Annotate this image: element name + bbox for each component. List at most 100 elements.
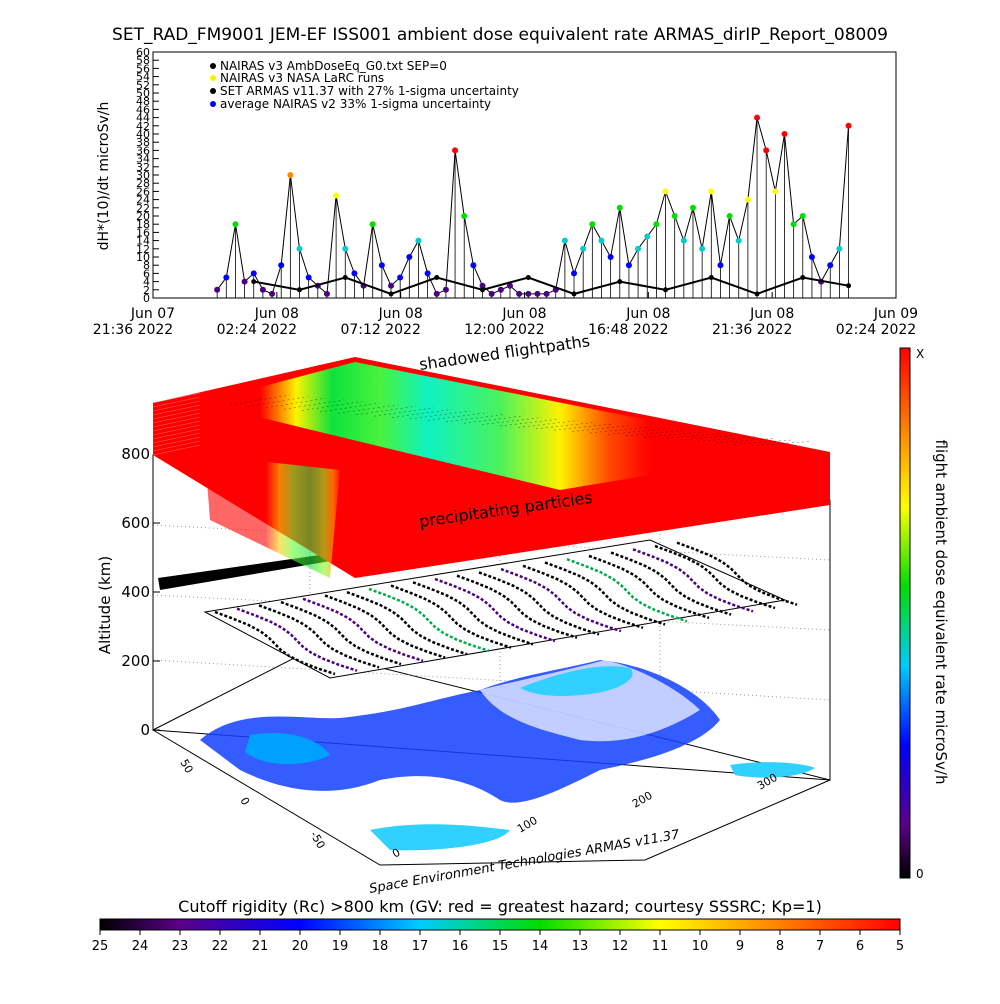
slab-edge-line <box>152 396 201 408</box>
slab-track-line <box>643 431 705 438</box>
slab-track-line <box>553 423 615 431</box>
armas-point <box>378 262 385 269</box>
bottom-colorbar-ticks: 25 24 23 22 21 20 19 18 17 16 15 14 13 12 11 10 9 8 7 6 5 <box>92 930 904 954</box>
nairas-point <box>251 279 257 285</box>
armas-point <box>525 290 532 297</box>
orbit-pass <box>588 554 710 620</box>
armas-point <box>397 274 404 281</box>
right-colorbar-top-label: X <box>916 347 924 361</box>
armas-point <box>781 131 788 137</box>
bottom-colorbar-tick-label: 9 <box>736 939 744 954</box>
armas-point <box>488 290 495 297</box>
y-tick-label: 24 <box>136 194 150 207</box>
x-tick-label-date: Jun 08 <box>501 306 546 322</box>
armas-point <box>424 270 431 277</box>
orbit-pass <box>500 567 622 633</box>
x-tick-label-time: 21:36 2022 <box>712 322 792 338</box>
y-tick-label: 18 <box>136 218 150 231</box>
altitude-tick-label: 800 <box>121 445 150 463</box>
bottom-colorbar-title: Cutoff rigidity (Rc) >800 km (GV: red = … <box>178 897 822 916</box>
nairas-point <box>388 291 394 297</box>
orbit-pass <box>214 610 336 676</box>
bottom-colorbar-tick-label: 5 <box>896 939 904 954</box>
y-tick-label: 30 <box>136 169 150 182</box>
slab-track-line <box>751 441 813 446</box>
orbit-pass <box>676 541 798 606</box>
slab-track-line <box>499 418 561 427</box>
nairas-point <box>708 275 714 280</box>
legend-entry-2: NAIRAS v3 NASA LaRC runs <box>220 71 384 85</box>
slab-track-line <box>391 409 453 418</box>
altitude-tick-label: 0 <box>140 721 150 739</box>
armas-point <box>461 213 468 219</box>
nairas-point <box>480 287 486 293</box>
top-plot-series <box>214 114 852 298</box>
bottom-colorbar-tick-label: 10 <box>692 939 709 954</box>
bottom-colorbar-tick-label: 14 <box>532 939 549 954</box>
slab-track-line <box>265 397 327 409</box>
y-tick-label: 14 <box>136 235 150 248</box>
slab-track-line <box>445 413 507 423</box>
y-tick-label: 56 <box>136 62 150 75</box>
armas-point <box>571 270 578 277</box>
armas-point <box>580 245 587 252</box>
armas-point <box>534 290 541 297</box>
armas-point <box>717 262 724 269</box>
y-tick-label: 8 <box>143 259 150 272</box>
bottom-colorbar-tick-label: 21 <box>252 939 269 954</box>
armas-point <box>433 290 440 297</box>
nairas-point <box>297 287 303 293</box>
orbit-pass <box>412 581 534 646</box>
y-tick-label: 42 <box>136 120 150 133</box>
nairas-point <box>846 283 852 289</box>
armas-point <box>708 188 715 195</box>
x-tick-label-date: Jun 09 <box>873 306 918 322</box>
armas-point <box>616 204 623 211</box>
orbit-pass <box>390 584 512 649</box>
armas-point <box>415 237 422 244</box>
armas-point <box>388 282 395 289</box>
slab-track-line <box>571 425 633 432</box>
armas-point <box>506 282 513 289</box>
bottom-colorbar-tick-label: 18 <box>372 939 389 954</box>
lat-tick-label: 50 <box>177 757 195 776</box>
armas-point <box>323 290 330 297</box>
slab-edge-line <box>152 436 201 448</box>
armas-point <box>827 262 834 269</box>
lat-tick-label: 0 <box>237 795 252 808</box>
x-tick-label-date: Jun 08 <box>254 306 299 322</box>
slab-edge-line <box>152 440 201 452</box>
orbit-pass <box>544 561 666 626</box>
armas-point <box>369 221 376 228</box>
y-tick-label: 28 <box>136 177 150 190</box>
nairas-point <box>434 275 440 280</box>
armas-point <box>790 221 797 228</box>
x-tick-label-time: 16:48 2022 <box>588 322 668 338</box>
y-tick-label: 34 <box>136 153 150 166</box>
armas-point <box>452 147 459 154</box>
armas-point <box>635 245 642 252</box>
orbit-pass <box>478 571 600 636</box>
bottom-colorbar-tick-label: 15 <box>492 939 509 954</box>
armas-point <box>351 270 358 277</box>
armas-point <box>744 196 751 203</box>
orbit-pass <box>368 587 490 653</box>
top-chart-title: SET_RAD_FM9001 JEM-EF ISS001 ambient dos… <box>112 25 888 45</box>
orbit-pass <box>346 591 468 656</box>
x-tick-label-time: 02:24 2022 <box>836 322 916 338</box>
y-tick-label: 36 <box>136 144 150 157</box>
slab-track-line <box>715 437 777 444</box>
iss-track-band <box>203 539 798 679</box>
armas-point <box>772 188 779 195</box>
legend-marker-3 <box>210 88 216 94</box>
armas-point <box>689 204 696 211</box>
orbit-pass <box>280 600 402 666</box>
y-tick-label: 52 <box>136 79 150 92</box>
x-tick-label-time: 12:00 2022 <box>464 322 544 338</box>
nairas-point <box>525 275 531 280</box>
altitude-tick-label: 600 <box>121 514 150 532</box>
top-legend: NAIRAS v3 AmbDoseEq_G0.txt SEP=0 NAIRAS … <box>210 59 519 111</box>
slab-track-line <box>247 396 309 407</box>
